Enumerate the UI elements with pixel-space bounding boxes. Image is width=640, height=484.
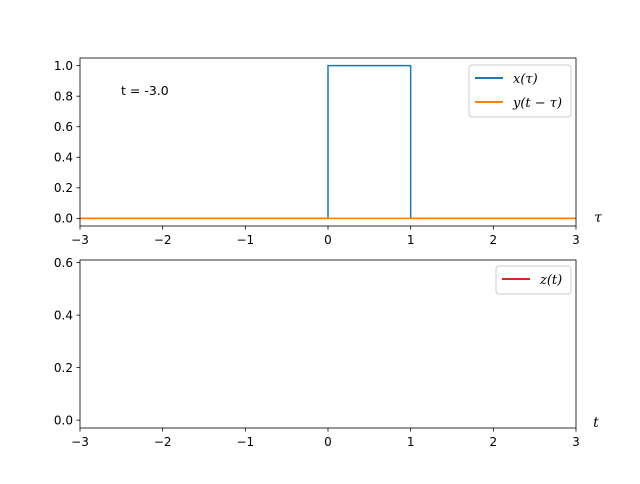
time-annotation: t = -3.0 [121,83,169,98]
x-tick-label: −3 [71,233,89,247]
y-tick-label: 0.4 [54,308,73,322]
x-axis-label: τ [594,210,602,226]
legend-box [495,265,572,295]
x-axis-label: t [593,415,599,431]
y-tick-label: 0.0 [54,413,73,427]
y-tick-label: 0.0 [54,212,73,226]
x-tick-label: −1 [236,435,254,449]
x-tick-label: −3 [71,435,89,449]
x-tick-label: −2 [154,233,172,247]
top-axes: −3 −2 −1 0 1 2 3 0.0 0.2 0.4 0.6 0.8 1.0 τ t = -3.0 x(τ… [54,57,602,247]
y-tick-label: 0.6 [54,120,73,134]
y-tick-label: 0.2 [54,181,73,195]
legend-label: z(t) [539,273,562,288]
y-tick-label: 0.8 [54,89,73,103]
x-tick-label: −2 [154,435,172,449]
x-tick-label: 1 [407,435,415,449]
bottom-axes: −3 −2 −1 0 1 2 3 0.0 0.2 0.4 0.6 t z(t) [54,256,599,449]
legend-label: x(τ) [513,72,538,87]
y-tick-label: 0.6 [54,256,73,270]
x-tick-label: 2 [490,435,498,449]
legend: x(τ) y(t − τ) [468,64,572,118]
x-tick-label: 3 [572,233,580,247]
x-tick-label: 3 [572,435,580,449]
y-tick-label: 0.4 [54,151,73,165]
x-tick-label: 0 [324,233,332,247]
x-tick-label: 2 [490,233,498,247]
x-tick-label: −1 [236,233,254,247]
legend: z(t) [495,265,572,295]
x-tick-label: 1 [407,233,415,247]
x-tick-label: 0 [324,435,332,449]
legend-label: y(t − τ) [512,96,562,111]
y-tick-label: 1.0 [54,59,73,73]
y-tick-label: 0.2 [54,361,73,375]
